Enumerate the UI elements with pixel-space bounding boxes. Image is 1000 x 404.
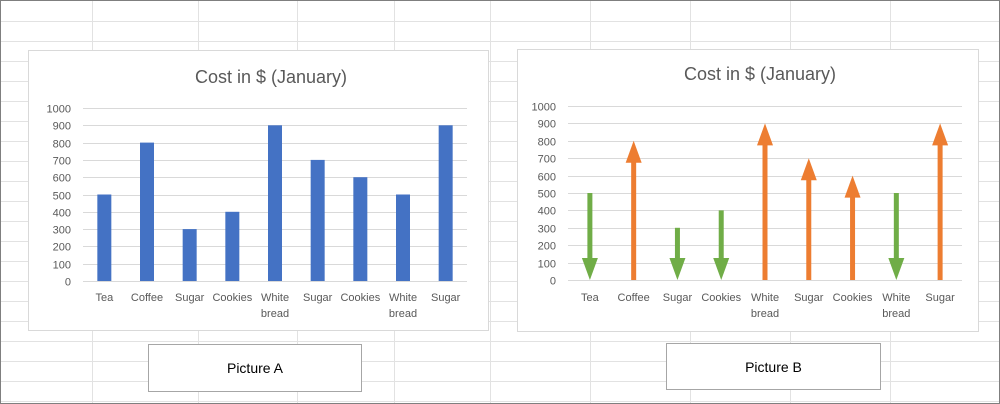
bar (182, 229, 197, 281)
x-tick-label: Sugar (663, 292, 693, 304)
x-tick-label: White bread (261, 292, 289, 320)
x-tick-label: Sugar (794, 292, 824, 304)
x-tick-label: Tea (95, 292, 114, 304)
arrow-chart-b: Cost in $ (January) 0 100 200 300 400 500 600 70… (532, 64, 962, 320)
y-tick-label: 0 (65, 277, 71, 289)
caption-picture-a-label: Picture A (226, 360, 284, 376)
bar (268, 125, 282, 281)
y-tick-label: 700 (538, 154, 556, 166)
y-tick-label: 0 (550, 276, 556, 288)
y-tick-label: 600 (53, 173, 71, 185)
y-tick-label: 100 (538, 259, 556, 271)
x-tick-label: Cookies (833, 292, 873, 304)
arrow-mark-up (625, 140, 642, 280)
y-tick-label: 800 (538, 137, 556, 149)
chart-title: Cost in $ (January) (684, 64, 836, 84)
arrow-mark-up (757, 123, 773, 280)
y-tick-label: 200 (53, 242, 71, 254)
bar (438, 125, 453, 281)
arrow-mark-down (581, 193, 598, 280)
x-tick-label: White bread (882, 292, 910, 320)
bar (310, 159, 325, 281)
bar (353, 177, 368, 281)
arrow-mark-down (888, 193, 905, 280)
y-tick-label: 900 (538, 119, 556, 131)
bar (396, 194, 410, 281)
x-tick-label: Sugar (431, 292, 461, 304)
arrow-mark-up (844, 175, 861, 280)
chart-picture-a[interactable]: Cost in $ (January) 0 100 200 300 400 500 600 70… (28, 50, 489, 331)
y-tick-label: 500 (538, 189, 556, 201)
caption-picture-b-label: Picture B (745, 358, 802, 375)
y-tick-label: 400 (53, 208, 71, 220)
x-tick-label: Sugar (925, 292, 955, 304)
x-tick-label: Coffee (131, 292, 163, 304)
arrow-mark-down (713, 210, 730, 280)
x-tick-label: Cookies (701, 292, 741, 304)
y-tick-label: 300 (53, 225, 71, 237)
x-tick-label: White bread (389, 292, 417, 320)
x-tick-label: White bread (751, 292, 779, 320)
y-tick-label: 400 (538, 206, 556, 218)
y-tick-label: 800 (53, 139, 71, 151)
y-tick-label: 1000 (532, 102, 556, 114)
caption-picture-b[interactable]: Picture B (666, 343, 881, 390)
x-tick-label: Tea (581, 292, 600, 304)
y-tick-label: 600 (538, 172, 556, 184)
bar (140, 142, 154, 281)
caption-picture-a[interactable]: Picture A (148, 344, 362, 392)
y-tick-label: 700 (53, 156, 71, 168)
y-tick-label: 200 (538, 241, 556, 253)
arrow-mark-up (932, 123, 949, 280)
x-tick-label: Sugar (175, 292, 205, 304)
y-tick-label: 100 (53, 260, 71, 272)
x-tick-label: Coffee (618, 292, 650, 304)
chart-picture-b[interactable]: Cost in $ (January) 0 100 200 300 400 500 600 70… (517, 49, 979, 332)
y-tick-label: 500 (53, 191, 71, 203)
arrow-mark-up (800, 158, 817, 280)
chart-title: Cost in $ (January) (195, 67, 347, 87)
y-tick-label: 900 (53, 121, 71, 133)
bar (97, 194, 112, 281)
bar (225, 211, 240, 281)
x-tick-label: Cookies (212, 292, 252, 304)
x-tick-label: Sugar (303, 292, 333, 304)
x-tick-label: Cookies (340, 292, 380, 304)
bar-chart-a: Cost in $ (January) 0 100 200 300 400 500 600 70… (47, 67, 467, 320)
y-tick-label: 300 (538, 224, 556, 236)
arrow-mark-down (669, 227, 686, 280)
y-tick-label: 1000 (47, 104, 71, 116)
